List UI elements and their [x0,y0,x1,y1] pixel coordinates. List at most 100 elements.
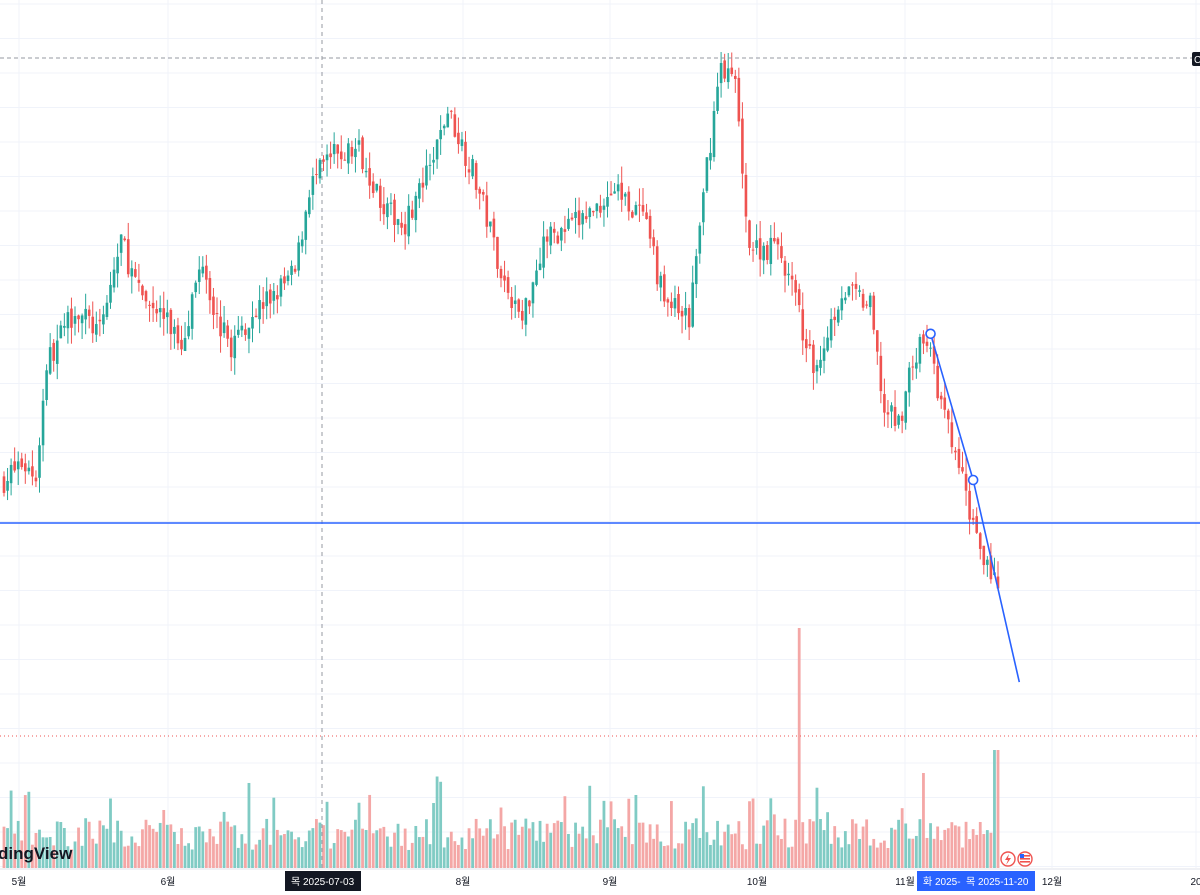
candle-162[interactable] [577,197,581,238]
candle-25[interactable] [91,301,95,343]
candle-55[interactable] [197,256,201,295]
candle-150[interactable] [535,259,538,287]
candle-126[interactable] [450,109,453,119]
candle-259[interactable] [922,330,925,355]
candle-180[interactable] [641,188,645,216]
candle-198[interactable] [705,156,709,194]
candle-261[interactable] [929,342,932,357]
candle-101[interactable] [361,135,364,174]
candle-211[interactable] [751,241,755,262]
trend-anchor-1[interactable] [967,474,979,486]
candle-104[interactable] [371,173,375,198]
candle-190[interactable] [677,286,680,320]
candle-29[interactable] [105,295,109,320]
candle-209[interactable] [744,162,748,233]
candle-123[interactable] [439,115,442,155]
candle-9[interactable] [34,470,38,488]
candle-233[interactable] [829,308,833,348]
candle-178[interactable] [634,201,638,216]
candle-174[interactable] [620,166,623,212]
candle-115[interactable] [410,200,414,220]
candle-161[interactable] [574,197,577,234]
candle-7[interactable] [27,460,31,475]
candle-250[interactable] [890,402,893,429]
candle-2[interactable] [9,458,13,496]
candle-264[interactable] [939,391,943,409]
candle-120[interactable] [428,153,432,181]
candle-183[interactable] [652,229,655,255]
candle-277[interactable] [986,556,989,577]
candle-28[interactable] [102,305,105,334]
candle-232[interactable] [826,326,829,353]
candle-173[interactable] [616,174,620,201]
candle-222[interactable] [790,262,794,296]
candle-134[interactable] [478,186,481,210]
event-icons[interactable] [1000,851,1033,867]
candle-217[interactable] [773,222,776,244]
trend-line-drawing[interactable] [925,328,1021,683]
candle-223[interactable] [794,274,797,306]
candle-52[interactable] [187,310,190,340]
candle-225[interactable] [801,292,805,355]
candle-71[interactable] [254,308,258,318]
candle-20[interactable] [73,306,77,336]
candle-97[interactable] [347,138,350,174]
candle-80[interactable] [286,270,290,286]
candle-229[interactable] [815,359,819,384]
candle-88[interactable] [315,158,318,185]
candle-194[interactable] [691,265,694,328]
candle-89[interactable] [318,158,322,184]
candle-51[interactable] [183,322,187,352]
candle-96[interactable] [343,152,347,161]
candle-68[interactable] [244,323,247,341]
candle-53[interactable] [190,292,194,340]
candle-266[interactable] [947,408,950,434]
candle-164[interactable] [584,201,588,223]
candle-56[interactable] [201,256,205,278]
candle-160[interactable] [570,213,574,221]
candle-256[interactable] [911,355,915,381]
candle-148[interactable] [528,299,531,315]
candle-90[interactable] [322,155,325,171]
candle-144[interactable] [513,285,517,319]
candle-128[interactable] [457,117,460,154]
candle-23[interactable] [84,293,87,335]
candle-119[interactable] [425,149,428,190]
candle-270[interactable] [961,451,964,474]
candle-45[interactable] [162,291,166,336]
candle-231[interactable] [822,336,826,374]
candle-151[interactable] [538,247,542,271]
candle-112[interactable] [400,211,403,236]
candle-206[interactable] [734,69,737,93]
candle-8[interactable] [31,450,34,486]
candle-253[interactable] [900,411,904,434]
candle-39[interactable] [141,284,144,301]
candle-94[interactable] [336,144,339,169]
candle-77[interactable] [276,285,279,314]
candle-43[interactable] [155,300,158,322]
candle-22[interactable] [80,313,84,340]
candle-46[interactable] [166,299,169,334]
candle-235[interactable] [836,306,840,327]
candle-48[interactable] [173,319,176,349]
candle-179[interactable] [638,188,641,222]
candle-65[interactable] [233,325,237,375]
candle-145[interactable] [517,298,521,318]
candle-243[interactable] [865,300,868,309]
candle-241[interactable] [858,285,861,297]
candle-24[interactable] [87,305,91,329]
candle-269[interactable] [957,437,961,475]
candle-168[interactable] [599,194,602,218]
candle-130[interactable] [464,131,467,178]
candle-137[interactable] [489,221,492,233]
candle-31[interactable] [112,257,116,293]
candle-11[interactable] [41,388,45,462]
candle-61[interactable] [219,300,222,353]
candle-263[interactable] [936,354,939,401]
candle-195[interactable] [694,248,698,298]
candle-63[interactable] [226,319,229,347]
candle-92[interactable] [329,141,332,169]
candle-208[interactable] [741,102,744,189]
candle-62[interactable] [222,305,226,338]
